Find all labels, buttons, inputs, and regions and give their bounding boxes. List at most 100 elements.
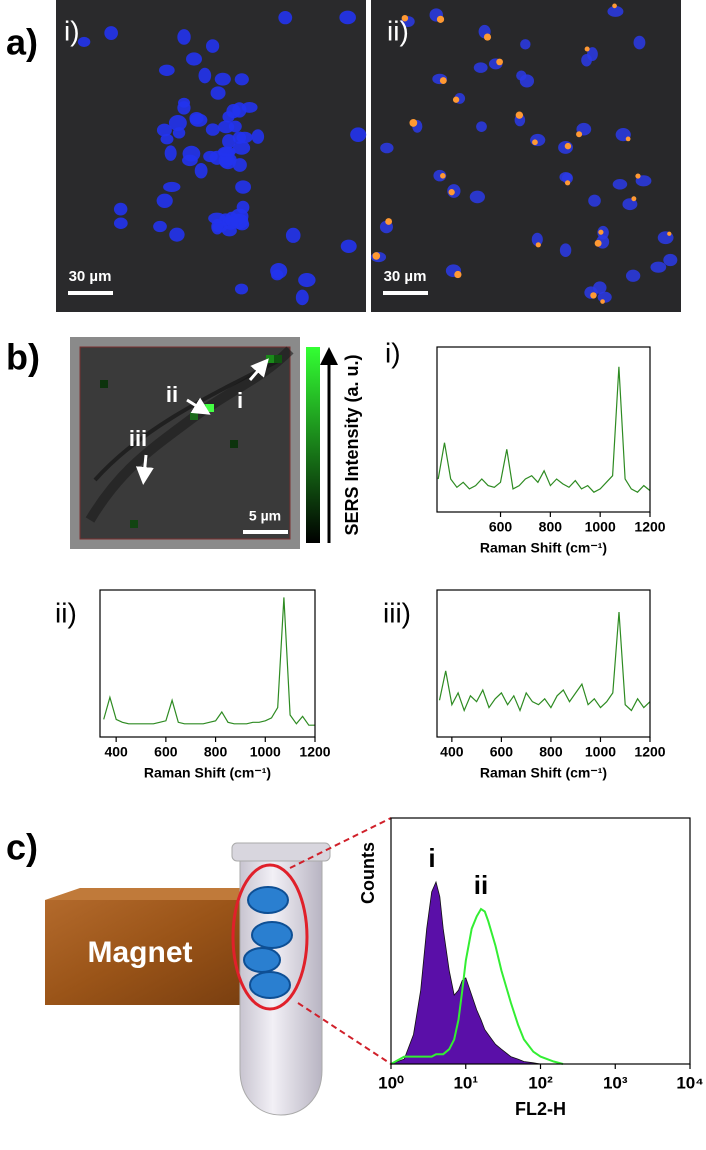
area xyxy=(390,880,564,1065)
nucleus xyxy=(77,36,91,47)
nanoparticle xyxy=(532,139,538,146)
nucleus xyxy=(350,127,367,142)
cell xyxy=(249,971,291,999)
nanoparticle xyxy=(667,231,672,236)
point-label: iii xyxy=(129,426,147,451)
nucleus xyxy=(234,283,249,295)
plot-frame xyxy=(436,346,651,513)
nucleus xyxy=(158,64,175,76)
sers-pixel xyxy=(130,520,138,528)
scale-bar-label: 5 µm xyxy=(249,508,281,524)
nucleus xyxy=(113,202,128,216)
nucleus xyxy=(531,232,543,247)
tube-rim xyxy=(231,842,331,862)
nanoparticle xyxy=(448,189,455,196)
line xyxy=(438,611,651,713)
nucleus xyxy=(205,39,220,53)
zoom-line xyxy=(297,1002,392,1065)
nucleus xyxy=(178,97,191,108)
nucleus xyxy=(340,239,357,253)
nucleus xyxy=(217,120,235,134)
nucleus xyxy=(559,172,573,183)
nucleus xyxy=(182,145,201,162)
nanoparticle xyxy=(590,292,597,299)
nucleus xyxy=(298,273,316,288)
x-tick-label: 600 xyxy=(489,519,513,535)
x-tick-label: 1200 xyxy=(299,744,330,760)
x-axis-label: Raman Shift (cm⁻¹) xyxy=(144,765,271,781)
nanoparticle xyxy=(535,242,541,248)
nucleus xyxy=(295,289,309,306)
sers-pixel xyxy=(266,355,274,363)
nucleus xyxy=(222,111,235,123)
colorbar-label: SERS Intensity (a. u.) xyxy=(342,354,362,535)
nucleus xyxy=(476,121,487,132)
nucleus xyxy=(270,262,288,279)
nucleus xyxy=(194,163,208,179)
nanoparticle xyxy=(635,173,641,179)
cell xyxy=(251,921,293,949)
x-axis-label: Raman Shift (cm⁻¹) xyxy=(480,540,607,556)
cell xyxy=(243,947,281,973)
nucleus xyxy=(469,190,485,204)
series-label: i xyxy=(428,843,435,873)
nucleus xyxy=(163,181,181,193)
nucleus xyxy=(234,73,249,86)
micrograph xyxy=(371,0,681,312)
nanoparticle xyxy=(600,299,605,304)
series-label: ii xyxy=(474,870,488,900)
nucleus xyxy=(251,129,265,144)
sers-pixel xyxy=(190,412,198,420)
line xyxy=(390,907,564,1065)
sers-pixel xyxy=(100,380,108,388)
nanoparticle xyxy=(452,96,460,103)
nucleus xyxy=(593,281,607,294)
magnet xyxy=(45,900,240,1005)
sers-pixel xyxy=(274,355,282,363)
panel-label: iii) xyxy=(383,597,411,628)
panel-label: c) xyxy=(6,827,38,868)
cell xyxy=(247,886,289,914)
nucleus xyxy=(380,142,394,154)
panel-label: b) xyxy=(6,337,40,378)
magnet-top xyxy=(45,888,262,900)
x-tick-label: 800 xyxy=(539,519,563,535)
nanoparticle xyxy=(401,14,409,22)
nucleus xyxy=(222,134,236,149)
x-tick-label: 10³ xyxy=(603,1073,628,1092)
cells xyxy=(370,3,678,304)
sers-pixel xyxy=(230,440,238,448)
plot-frame xyxy=(99,589,316,738)
nucleus xyxy=(650,261,667,273)
nucleus xyxy=(559,243,572,258)
nucleus xyxy=(232,102,247,118)
arrow xyxy=(186,397,211,415)
line xyxy=(437,366,651,493)
nucleus xyxy=(588,194,601,207)
nanoparticle xyxy=(409,119,418,127)
nanoparticle xyxy=(612,3,617,9)
line xyxy=(103,597,315,726)
x-tick-label: 1000 xyxy=(250,744,281,760)
nucleus xyxy=(214,72,231,86)
nanoparticle xyxy=(576,131,583,138)
x-tick-label: 800 xyxy=(204,744,228,760)
nucleus xyxy=(625,269,641,282)
panel-label: a) xyxy=(6,22,38,63)
nanoparticle xyxy=(598,229,604,235)
nucleus xyxy=(622,198,638,211)
x-tick-label: 1000 xyxy=(585,744,616,760)
nucleus xyxy=(278,11,293,25)
x-tick-label: 10⁴ xyxy=(676,1073,703,1092)
nanoparticle xyxy=(436,15,445,23)
nucleus xyxy=(217,146,236,158)
arrow xyxy=(248,358,269,381)
nucleus xyxy=(339,10,356,25)
nucleus xyxy=(232,131,247,144)
nucleus xyxy=(520,39,531,50)
nanoparticle xyxy=(385,218,393,225)
nanoparticle xyxy=(454,270,462,279)
nucleus xyxy=(169,227,185,242)
x-axis-label: FL2-H xyxy=(515,1099,566,1119)
nanoparticle xyxy=(584,46,590,52)
